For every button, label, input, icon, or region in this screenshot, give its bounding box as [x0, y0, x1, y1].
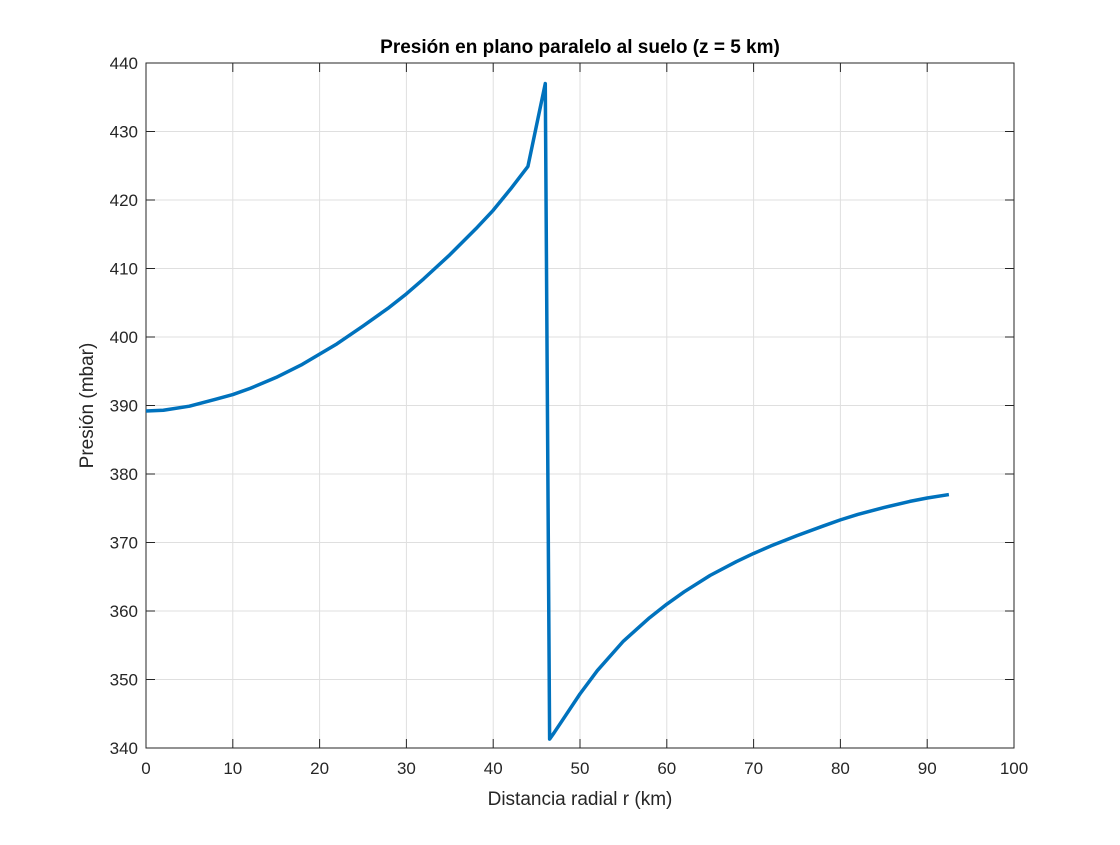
series-line-0: [145, 81, 950, 741]
y-tick-label: 380: [110, 465, 138, 484]
y-tick-label: 440: [110, 54, 138, 73]
y-tick-label: 390: [110, 397, 138, 416]
x-tick-label: 10: [223, 759, 242, 778]
y-axis-label: Presión (mbar): [77, 343, 98, 469]
x-tick-label: 20: [310, 759, 329, 778]
y-tick-label: 430: [110, 123, 138, 142]
x-tick-label: 60: [657, 759, 676, 778]
y-tick-label: 360: [110, 602, 138, 621]
series-layer: [145, 81, 950, 741]
x-axis-label: Distancia radial r (km): [488, 789, 673, 810]
x-tick-label: 40: [484, 759, 503, 778]
chart-title: Presión en plano paralelo al suelo (z = …: [380, 37, 780, 58]
y-tick-label: 410: [110, 260, 138, 279]
x-tick-label: 90: [918, 759, 937, 778]
y-tick-label: 340: [110, 739, 138, 758]
axis-ticks: 0 10 20 30 40 50 60 70 80 90 100 340 350 360 370 380 390…: [110, 54, 1029, 778]
x-tick-label: 70: [744, 759, 763, 778]
x-tick-label: 50: [571, 759, 590, 778]
y-tick-label: 400: [110, 328, 138, 347]
y-tick-label: 370: [110, 534, 138, 553]
x-tick-label: 0: [141, 759, 150, 778]
x-tick-label: 80: [831, 759, 850, 778]
x-tick-label: 30: [397, 759, 416, 778]
y-tick-label: 420: [110, 191, 138, 210]
y-tick-label: 350: [110, 671, 138, 690]
x-tick-label: 100: [1000, 759, 1028, 778]
